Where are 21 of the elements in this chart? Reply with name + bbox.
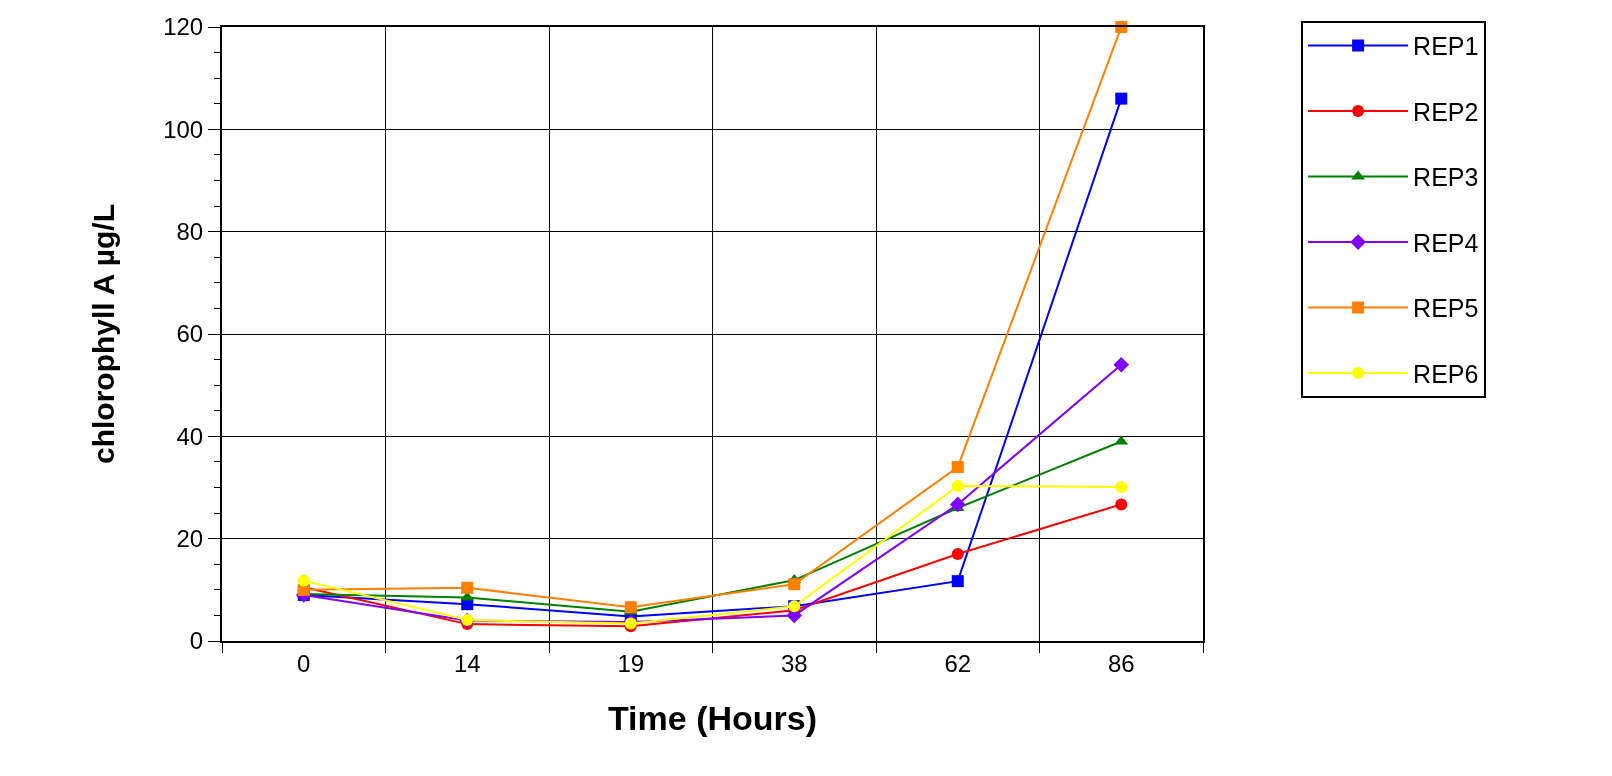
y-tick-label: 120 <box>163 13 204 41</box>
legend-label: REP2 <box>1413 97 1479 126</box>
y-axis-title: chlorophyll A µg/L <box>86 203 120 465</box>
y-tick-label: 40 <box>176 422 204 450</box>
y-tick-label: 80 <box>176 218 204 246</box>
x-tick-label: 19 <box>617 649 645 677</box>
x-tick-label: 62 <box>944 649 972 677</box>
x-tick-label: 0 <box>297 649 311 677</box>
y-tick-label: 100 <box>163 115 204 143</box>
x-tick-label: 86 <box>1107 649 1135 677</box>
y-tick-label: 20 <box>176 525 204 553</box>
legend-label: REP4 <box>1413 228 1479 257</box>
y-tick-label: 0 <box>189 627 204 655</box>
x-tick-label: 38 <box>780 649 808 677</box>
x-axis-title: Time (Hours) <box>607 698 818 737</box>
y-tick-label: 60 <box>176 320 204 348</box>
x-tick-label: 14 <box>453 649 481 677</box>
legend-label: REP5 <box>1413 294 1479 323</box>
legend-label: REP6 <box>1413 359 1479 388</box>
legend-label: REP3 <box>1413 163 1479 192</box>
legend-label: REP1 <box>1413 32 1479 61</box>
